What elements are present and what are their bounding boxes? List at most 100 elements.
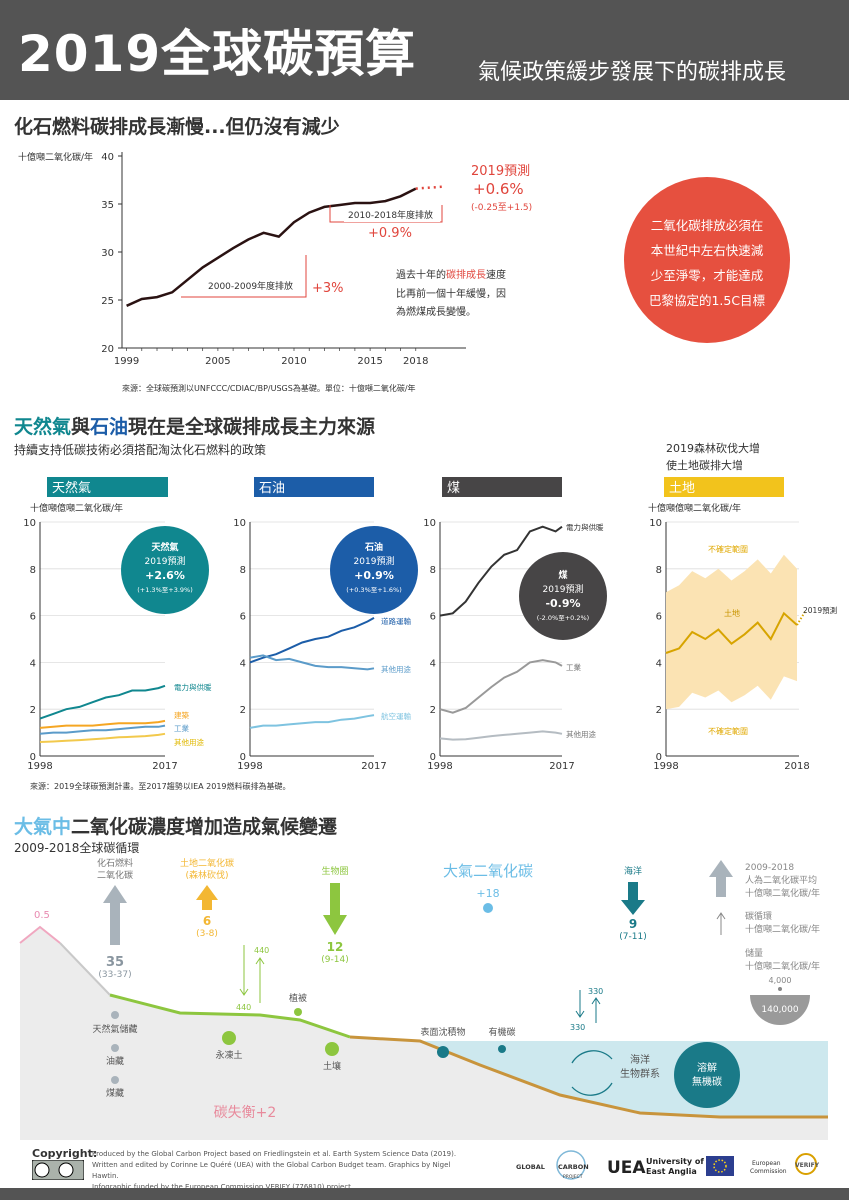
legend-cycle-arrow-icon bbox=[716, 912, 726, 935]
credit-line-2: Written and edited by Corinne Le Quéré (… bbox=[92, 1161, 451, 1180]
vegetation-line bbox=[109, 993, 351, 1039]
oil-label-aviation: 航空運輸 bbox=[381, 711, 411, 721]
flux-down-arrow-1 bbox=[239, 945, 249, 996]
series-line-1 bbox=[439, 659, 563, 714]
landuse-value: 6 bbox=[203, 914, 211, 928]
land-panel: 0 2 4 6 8 10 1998 2018 bbox=[649, 518, 809, 772]
fossil-unit-label: 十億噸二氧化碳/年 bbox=[18, 151, 93, 163]
net-zero-line-1: 二氧化碳排放必須在 bbox=[651, 218, 764, 233]
panel-ytick-label: 10 bbox=[423, 518, 436, 529]
svg-text:2019預測: 2019預測 bbox=[145, 555, 186, 567]
coal-store-dot bbox=[111, 1076, 119, 1084]
panel-ytick-label: 0 bbox=[30, 752, 36, 763]
oil-header bbox=[254, 477, 374, 497]
fossil-ytick-label: 35 bbox=[101, 200, 114, 211]
oil-label-road: 道路運輸 bbox=[381, 616, 411, 626]
fossil-axes: 20 25 30 35 40 1999 2005 2010 2015 2018 bbox=[101, 152, 466, 367]
net-zero-circle: 二氧化碳排放必須在 本世紀中左右快速減 少至淨零，才能達成 巴黎協定的1.5C目… bbox=[624, 177, 790, 343]
panel-ytick-label: 4 bbox=[656, 658, 662, 669]
store-sediment: 表面沈積物 bbox=[420, 1026, 465, 1038]
vegetation-dot bbox=[294, 1008, 302, 1016]
coal-forecast-bubble: 煤 2019預測 -0.9% (-2.0%至+0.2%) bbox=[519, 552, 607, 640]
fuel-source: 來源：2019全球碳預測計畫。至2017趨勢以IEA 2019燃料碳排為基礎。 bbox=[30, 781, 291, 791]
legend-stock-small-dot bbox=[778, 987, 782, 991]
gas-store-dot bbox=[111, 1011, 119, 1019]
store-vegetation: 植被 bbox=[289, 992, 307, 1004]
fossil-arrow-icon bbox=[103, 885, 127, 945]
marine-label-2: 生物群系 bbox=[620, 1067, 660, 1080]
panel-ytick-label: 6 bbox=[430, 612, 436, 623]
flux-330-up: 330 bbox=[588, 987, 603, 996]
land-uncertainty-band bbox=[666, 554, 797, 710]
panel-ytick-label: 8 bbox=[656, 565, 662, 576]
svg-text:石油: 石油 bbox=[364, 541, 383, 553]
panel-ytick-label: 10 bbox=[649, 518, 662, 529]
legend-stock-large: 140,000 bbox=[761, 1005, 798, 1015]
series-line-2 bbox=[439, 730, 563, 741]
legend-human-1: 2009-2018 bbox=[745, 863, 794, 873]
atmosphere-dot bbox=[483, 903, 493, 913]
panel-ytick-label: 2 bbox=[30, 705, 36, 716]
net-zero-circle-shape bbox=[624, 177, 790, 343]
footer-bar bbox=[0, 1188, 849, 1200]
landuse-label-1: 土地二氧化碳 bbox=[180, 857, 234, 869]
legend-stock-2: 十億噸二氧化碳/年 bbox=[745, 960, 820, 972]
series-line-0 bbox=[249, 617, 375, 664]
land-label-land: 土地 bbox=[724, 608, 740, 618]
fossil-ytick-label: 25 bbox=[101, 296, 114, 307]
organic-dot bbox=[498, 1045, 506, 1053]
coal-header bbox=[442, 477, 562, 497]
land-note-2: 使土地碳排大增 bbox=[666, 459, 743, 472]
fuel-panels: 天然氣 石油 煤 土地 十億噸億噸二氧化碳/年 十億噸億噸二氧化碳/年 0 2 4 6… bbox=[23, 477, 837, 791]
coal-header-label: 煤 bbox=[447, 481, 460, 496]
fossil-label-2: 二氧化碳 bbox=[97, 869, 133, 881]
panel-xtick-label: 1998 bbox=[427, 761, 452, 772]
header-bar bbox=[0, 0, 849, 100]
fossil-ytick-label: 40 bbox=[101, 152, 114, 163]
note-line3: 為燃煤成長變慢。 bbox=[396, 305, 476, 318]
panel-xtick-label: 1998 bbox=[27, 761, 52, 772]
note-line1: 過去十年的碳排成長速度 bbox=[396, 268, 506, 281]
fossil-source: 來源：全球碳預測以UNFCCC/CDIAC/BP/USGS為基礎。單位：十億噸二… bbox=[122, 383, 416, 393]
coal-label-power: 電力與供暖 bbox=[566, 522, 604, 532]
gas-label-other: 其他用途 bbox=[174, 737, 204, 747]
dissolved-circle bbox=[674, 1042, 740, 1108]
credits: Produced by the Global Carbon Project ba… bbox=[92, 1149, 472, 1193]
fossil-xtick-label: 2018 bbox=[403, 356, 428, 367]
store-coal: 煤藏 bbox=[106, 1087, 124, 1099]
store-gas: 天然氣儲藏 bbox=[92, 1023, 137, 1035]
panel-ytick-label: 2 bbox=[656, 705, 662, 716]
biosphere-value: 12 bbox=[327, 940, 344, 954]
soil-dot bbox=[325, 1042, 339, 1056]
panel-ytick-label: 6 bbox=[656, 612, 662, 623]
oil-label-other: 其他用途 bbox=[381, 664, 411, 674]
ocean-label: 海洋 bbox=[624, 865, 642, 877]
period1-value: +3% bbox=[312, 281, 344, 296]
credit-line-3: Infographic funded by the European Commi… bbox=[92, 1183, 354, 1191]
fossil-xtick-label: 1999 bbox=[114, 356, 139, 367]
legend-human-3: 十億噸二氧化碳/年 bbox=[745, 887, 820, 899]
coal-label-other: 其他用途 bbox=[566, 729, 596, 739]
flux-330-down: 330 bbox=[570, 1023, 585, 1032]
svg-text:2019預測: 2019預測 bbox=[354, 555, 395, 567]
page-title: 2019全球碳預算 bbox=[18, 25, 417, 83]
ocean-value: 9 bbox=[629, 917, 637, 931]
panel-xtick-label: 2018 bbox=[784, 761, 809, 772]
net-zero-line-3: 少至淨零，才能達成 bbox=[651, 268, 764, 283]
biosphere-range: (9-14) bbox=[321, 955, 348, 965]
dissolved-label-2: 無機碳 bbox=[692, 1075, 722, 1088]
gas-panel: 0 2 4 6 8 10 1998 2017 bbox=[23, 518, 177, 772]
gcp-logo: GLOBAL CARBON PROJECT bbox=[516, 1150, 589, 1180]
marine-cycle-arrow-top bbox=[571, 1050, 613, 1064]
flux-up-arrow-1 bbox=[255, 957, 265, 1003]
period2-label: 2010-2018年度排放 bbox=[348, 209, 433, 221]
land-label-forecast: 2019預測 bbox=[803, 605, 837, 615]
volcano-outline bbox=[19, 925, 61, 944]
landuse-range: (3-8) bbox=[196, 929, 218, 939]
land-label-uncertain-bottom: 不確定範圍 bbox=[708, 726, 748, 736]
series-line-0 bbox=[39, 684, 166, 720]
cc-license-icon bbox=[32, 1160, 84, 1180]
period1-label-bg bbox=[204, 278, 302, 292]
permafrost-dot bbox=[222, 1031, 236, 1045]
legend-stock-small: 4,000 bbox=[769, 976, 792, 985]
